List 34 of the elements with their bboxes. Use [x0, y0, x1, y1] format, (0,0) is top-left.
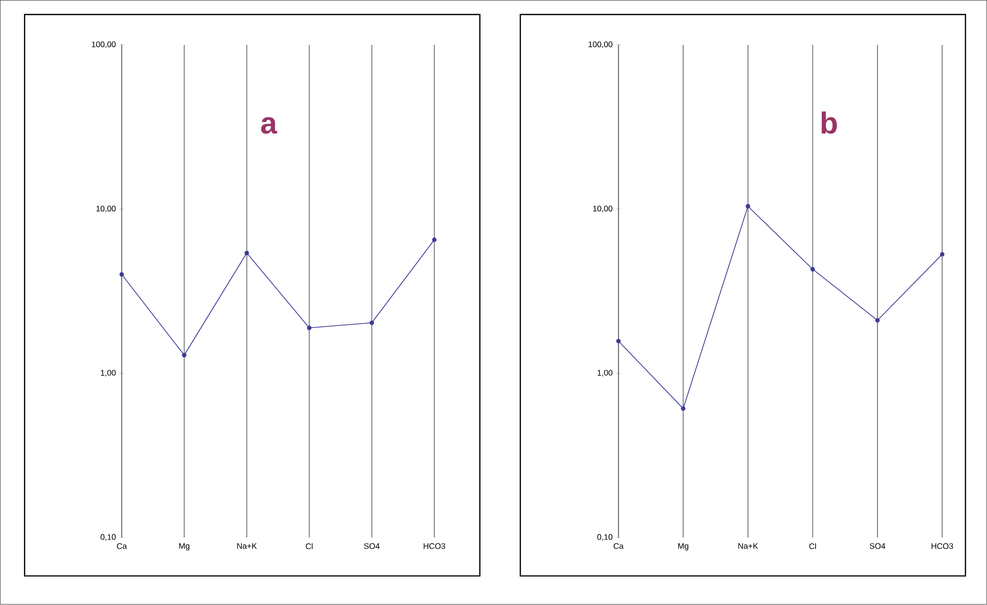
x-tick-label: Ca: [614, 543, 624, 550]
y-tick-label: 10,00: [96, 206, 116, 213]
point: [940, 252, 944, 257]
x-tick-label: SO4: [364, 543, 380, 550]
x-tick-label: HCO3: [424, 543, 446, 550]
point: [370, 320, 374, 326]
y-tick-label: 1,00: [100, 370, 116, 377]
x-tick-label: Cl: [809, 543, 816, 550]
x-tick-label: Na+K: [738, 543, 758, 550]
x-tick-label: Na+K: [237, 543, 257, 550]
x-tick-label: HCO3: [932, 543, 954, 550]
x-tick-label: Cl: [306, 543, 313, 550]
x-tick-label: Ca: [116, 543, 127, 550]
point: [810, 267, 815, 272]
point: [307, 326, 312, 330]
point: [746, 204, 750, 209]
point: [182, 353, 186, 358]
point: [119, 272, 124, 277]
point: [875, 318, 880, 323]
point: [432, 238, 437, 242]
x-tick-label: Mg: [179, 543, 190, 551]
text: a: [261, 117, 278, 134]
text: b: [822, 112, 837, 134]
y-tick-label: 100,00: [588, 42, 612, 48]
y-tick-label: 0,10: [597, 534, 612, 542]
y-tick-label: 1,00: [598, 370, 612, 377]
y-tick-label: 100,00: [92, 42, 116, 48]
y-tick-label: 10,00: [593, 206, 612, 213]
y-tick-label: 0,10: [100, 534, 116, 542]
point: [616, 339, 621, 344]
point: [680, 406, 686, 411]
x-tick-label: Mg: [678, 543, 688, 551]
x-tick-label: SO4: [870, 543, 886, 550]
point: [244, 250, 249, 256]
